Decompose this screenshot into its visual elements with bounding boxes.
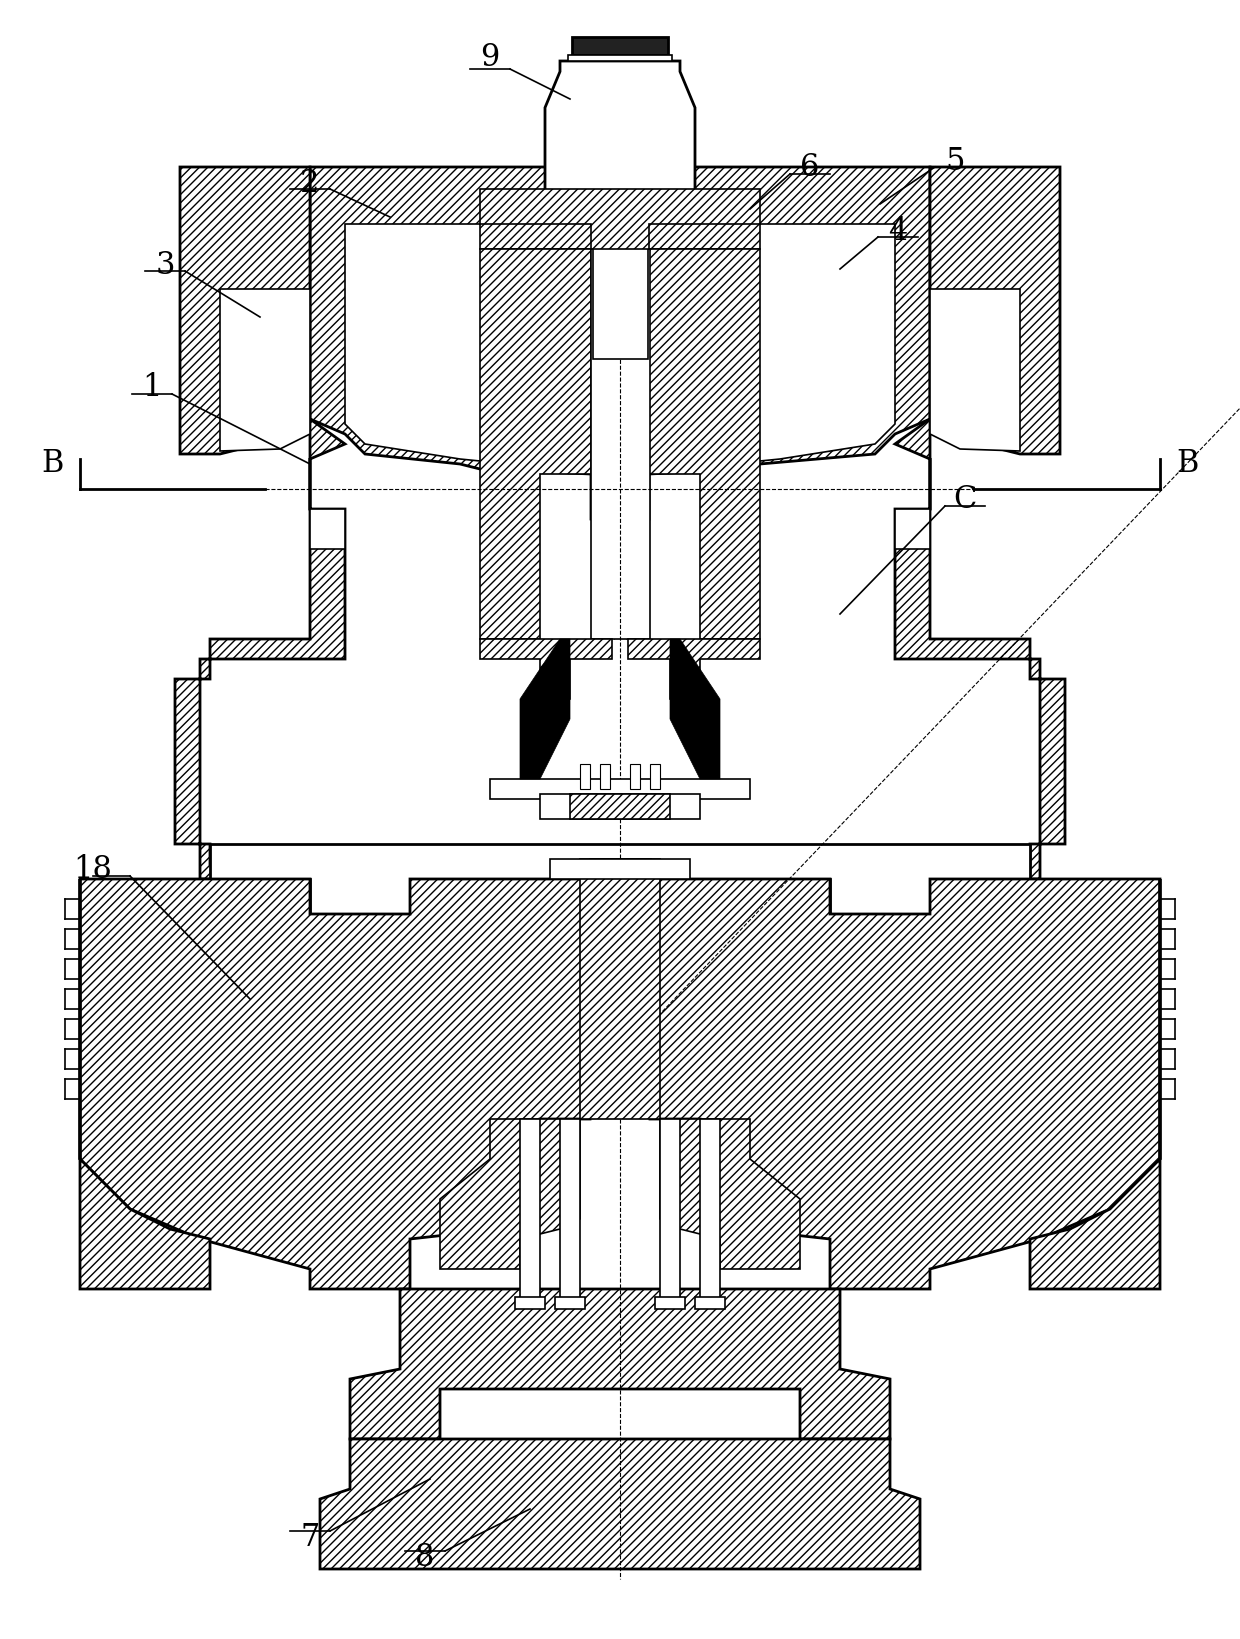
Polygon shape [627,639,760,700]
Bar [593,195,649,361]
Bar [520,1119,539,1300]
Polygon shape [670,639,720,780]
Bar [490,780,750,800]
Bar [694,1296,725,1310]
Bar [556,1296,585,1310]
Polygon shape [650,880,1159,1290]
Polygon shape [895,420,1065,880]
Bar [539,795,701,820]
Text: 7: 7 [300,1521,320,1552]
Polygon shape [480,639,613,700]
Polygon shape [895,510,930,549]
Polygon shape [81,880,590,1290]
Text: B: B [41,447,63,479]
Bar [650,764,660,790]
Polygon shape [310,510,345,549]
Polygon shape [930,167,1060,454]
Bar [515,1296,546,1310]
Text: 9: 9 [480,43,500,74]
Bar [551,859,689,880]
Text: 18: 18 [73,854,113,885]
Polygon shape [345,225,591,465]
Bar [591,249,650,639]
Polygon shape [440,1119,580,1269]
Text: 6: 6 [800,152,820,184]
Text: 2: 2 [300,167,320,198]
Polygon shape [310,167,930,520]
Polygon shape [480,249,591,639]
Bar [701,1119,720,1300]
Polygon shape [175,420,345,880]
Bar [660,1119,680,1300]
Bar [655,1296,684,1310]
Bar [568,56,672,62]
Bar [580,859,660,1119]
Text: 8: 8 [415,1542,435,1572]
Polygon shape [350,1290,890,1439]
Bar [560,1119,580,1300]
Polygon shape [1030,880,1159,1290]
Polygon shape [660,1119,800,1269]
Bar [570,795,670,820]
Bar [572,38,668,56]
Polygon shape [930,290,1021,452]
Polygon shape [180,167,310,454]
Polygon shape [81,880,210,1290]
Polygon shape [649,225,895,465]
Polygon shape [210,844,1030,915]
Text: 3: 3 [155,249,175,280]
Text: 4: 4 [888,216,908,247]
Polygon shape [649,249,760,639]
Polygon shape [320,1439,920,1569]
Bar [600,764,610,790]
Text: 1: 1 [143,372,161,403]
Bar [630,764,640,790]
Polygon shape [546,62,694,207]
Text: 5: 5 [945,146,965,177]
Polygon shape [520,639,570,780]
Text: B: B [1177,447,1199,479]
Text: C: C [954,484,977,515]
Polygon shape [219,290,310,452]
Bar [580,764,590,790]
Polygon shape [480,190,760,249]
